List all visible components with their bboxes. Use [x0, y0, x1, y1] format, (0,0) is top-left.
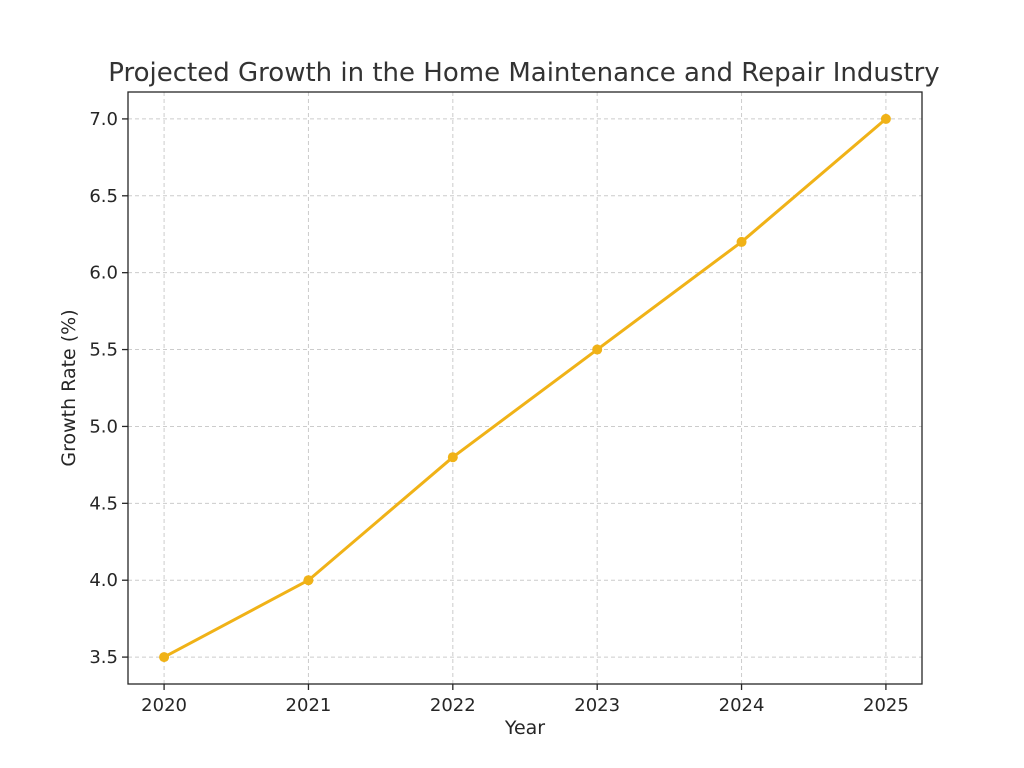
x-axis-ticks: 2020 2021 2022 2023 2024 2025	[141, 684, 909, 716]
x-tick-label: 2022	[430, 695, 476, 716]
data-point	[592, 344, 603, 355]
data-point	[159, 652, 170, 663]
y-tick-label: 5.0	[89, 416, 118, 437]
y-tick-label: 3.5	[89, 647, 118, 668]
series	[159, 113, 891, 663]
axes	[127, 91, 923, 685]
y-tick-label: 7.0	[89, 109, 118, 130]
y-tick-label: 6.0	[89, 263, 118, 284]
y-tick-label: 4.0	[89, 570, 118, 591]
x-axis-label: Year	[504, 717, 545, 739]
chart-title: Projected Growth in the Home Maintenance…	[108, 58, 939, 88]
x-tick-label: 2021	[286, 695, 332, 716]
y-axis-ticks: 3.5 4.0 4.5 5.0 5.5 6.0 6.5 7.0	[89, 109, 128, 668]
y-axis-label: Growth Rate (%)	[58, 309, 80, 466]
y-tick-label: 6.5	[89, 186, 118, 207]
x-tick-label: 2020	[141, 695, 187, 716]
data-point	[303, 575, 314, 586]
data-point	[880, 113, 891, 124]
data-point	[447, 452, 458, 463]
series-line	[163, 117, 887, 659]
y-tick-label: 4.5	[89, 493, 118, 514]
x-tick-label: 2023	[574, 695, 620, 716]
x-tick-label: 2024	[719, 695, 765, 716]
y-tick-label: 5.5	[89, 340, 118, 361]
grid-lines	[128, 92, 922, 684]
x-tick-label: 2025	[863, 695, 909, 716]
plot-frame	[127, 91, 923, 685]
data-point	[736, 236, 747, 247]
